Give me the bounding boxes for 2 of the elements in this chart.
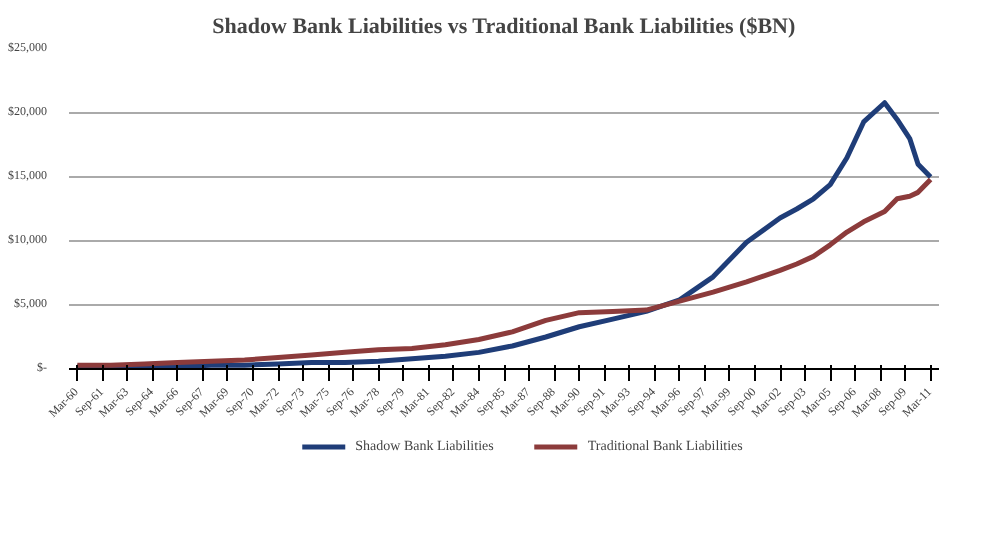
chart-title: Shadow Bank Liabilities vs Traditional Bank Liabilities ($BN) <box>212 15 796 39</box>
line-series <box>74 177 934 368</box>
